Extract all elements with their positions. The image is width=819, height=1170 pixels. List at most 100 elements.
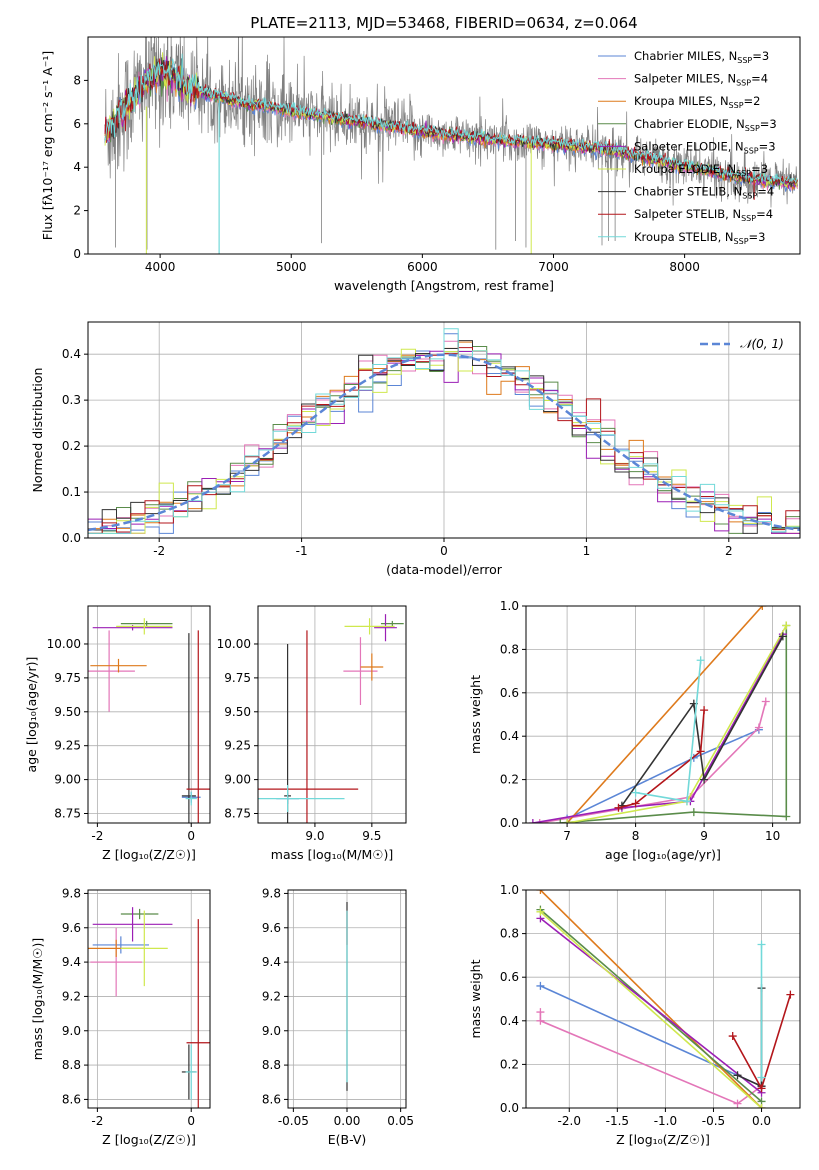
y-tick-label: 9.8 (62, 886, 81, 900)
y-tick-label: 0.6 (500, 686, 519, 700)
x-axis-label: Z [log₁₀(Z/Z☉)] (102, 1132, 196, 1147)
model-spectrum-line (104, 53, 798, 185)
y-tick-label: 9.6 (262, 921, 281, 935)
legend-subscript: SSP (737, 56, 752, 65)
y-tick-label: 10.00 (47, 637, 81, 651)
plot-area-spectrum (104, 37, 798, 254)
y-tick-label: 0.1 (62, 485, 81, 499)
axes-age_vs_mass: 9.0 9.5 8.75 9.00 9.25 9.50 9.75 10.00 mass [log… (217, 605, 407, 862)
y-tick-label: 9.0 (62, 1024, 81, 1038)
x-tick-label: 9.5 (362, 829, 381, 843)
x-tick-label: -2 (91, 829, 103, 843)
weight-marker (696, 747, 705, 756)
x-axis-label: (data-model)/error (386, 562, 503, 577)
legend-text: Chabrier MILES, N (634, 49, 737, 63)
axes-frame (87, 605, 211, 824)
axes-frame-mass_vs_Z: -2 0 8.6 8.8 9.0 9.2 9.4 9.6 9.8 Z [log₁₀(Z/Z☉)] m… (30, 886, 211, 1147)
chart-title: PLATE=2113, MJD=53468, FIBERID=0634, z=0… (250, 14, 637, 32)
y-tick-label: 9.2 (262, 989, 281, 1003)
y-tick-label: 9.00 (224, 773, 251, 787)
axes-frame (525, 889, 801, 1109)
weight-line (539, 917, 762, 1094)
x-tick-label: -1 (296, 544, 308, 558)
x-axis-label: E(B-V) (328, 1132, 367, 1147)
legend-text: Chabrier STELIB, N (634, 185, 742, 199)
axes-age_vs_Z: -2 0 8.75 9.00 9.25 9.50 9.75 10.00 Z [log₁₀(Z/Z… (24, 605, 211, 862)
y-tick-label: 0.4 (62, 347, 81, 361)
x-tick-label: 1 (583, 544, 591, 558)
weight-line (560, 625, 788, 823)
y-tick-label: 0.2 (500, 773, 519, 787)
legend-text: =4 (757, 185, 774, 199)
legend-entry: Chabrier STELIB, NSSP=4 (634, 185, 774, 201)
legend-text: Kroupa STELIB, N (634, 230, 734, 244)
weight-line (566, 625, 787, 823)
x-tick-label: 7 (563, 829, 571, 843)
weight-line (532, 633, 784, 823)
weight-marker (556, 819, 565, 823)
legend-subscript: SSP (745, 124, 760, 133)
legend-subscript: SSP (736, 79, 751, 88)
plot-area-age_vs_Z (88, 618, 210, 823)
y-tick-label: 9.4 (262, 955, 281, 969)
y-tick-label: 0.2 (500, 1057, 519, 1071)
y-axis-label: Flux [fλ10⁻¹⁷ erg cm⁻² s⁻¹ A⁻¹] (40, 51, 55, 240)
legend-entry: Salpeter STELIB, NSSP=4 (634, 207, 773, 223)
y-tick-label: 9.75 (54, 671, 81, 685)
weight-marker (700, 706, 709, 715)
y-tick-label: 9.50 (54, 705, 81, 719)
weight-line (566, 606, 763, 823)
y-tick-label: 8.6 (262, 1092, 281, 1106)
axes-frame (87, 36, 801, 255)
x-axis-label: wavelength [Angstrom, rest frame] (334, 278, 554, 293)
x-tick-label: 8 (632, 829, 640, 843)
legend-text: =4 (756, 207, 773, 221)
residual-histogram (88, 350, 800, 534)
legend-subscript: SSP (742, 192, 757, 201)
legend-entry: 𝒩(0, 1) (740, 337, 784, 351)
axes-frame-massweight_vs_Z: -2.0 -1.5 -1.0 -0.5 0.0 0.0 0.2 0.4 0.6 0.8 1.0 Z [… (468, 883, 801, 1147)
x-tick-label: 8000 (669, 260, 700, 274)
axes-mass_vs_Z: -2 0 8.6 8.8 9.0 9.2 9.4 9.6 9.8 Z [log₁₀(Z/Z☉)] m… (30, 886, 211, 1147)
legend-entry: Kroupa MILES, NSSP=2 (634, 94, 760, 110)
legend-text: Kroupa MILES, N (634, 94, 729, 108)
weight-marker (761, 697, 770, 706)
legend-text: =3 (749, 230, 766, 244)
weight-marker (700, 775, 709, 784)
y-tick-label: 9.2 (62, 989, 81, 1003)
y-tick-label: 0.3 (62, 393, 81, 407)
legend-text: =4 (751, 72, 768, 86)
weight-marker (757, 1084, 766, 1093)
x-tick-label: 0 (440, 544, 448, 558)
plot-area-massweight_vs_Z (536, 890, 795, 1108)
x-axis-label: Z [log₁₀(Z/Z☉)] (616, 1132, 710, 1147)
y-axis-label: mass weight (468, 959, 483, 1038)
legend-text: =3 (752, 49, 769, 63)
y-tick-label: 6 (73, 117, 81, 131)
x-axis-label: Z [log₁₀(Z/Z☉)] (102, 847, 196, 862)
y-tick-label: 9.6 (62, 921, 81, 935)
axes-frame (525, 605, 801, 824)
legend-text: =3 (760, 117, 777, 131)
y-tick-label: 9.4 (62, 955, 81, 969)
legend-subscript: SSP (741, 214, 756, 223)
weight-marker (536, 1008, 545, 1017)
legend-entry: Chabrier MILES, NSSP=3 (634, 49, 769, 65)
x-tick-label: -0.5 (702, 1114, 725, 1128)
x-tick-label: 0.05 (387, 1114, 414, 1128)
weight-line (618, 710, 705, 809)
legend-entry: Kroupa STELIB, NSSP=3 (634, 230, 765, 246)
y-tick-label: 0 (73, 247, 81, 261)
y-tick-label: 0.6 (500, 970, 519, 984)
weight-marker (758, 606, 767, 610)
y-tick-label: 1.0 (500, 883, 519, 897)
y-tick-label: 2 (73, 204, 81, 218)
axes-mass_vs_EBV: -0.05 0.00 0.05 8.6 8.8 9.0 9.2 9.4 9.6 9.8 E(B-V) (262, 886, 414, 1147)
x-tick-label: 0 (187, 1114, 195, 1128)
x-tick-label: 9.0 (305, 829, 324, 843)
x-tick-label: -2 (91, 1114, 103, 1128)
y-axis-label: mass weight (468, 675, 483, 754)
weight-marker (757, 1073, 766, 1082)
weight-marker (563, 819, 572, 823)
y-tick-label: 0.2 (62, 439, 81, 453)
